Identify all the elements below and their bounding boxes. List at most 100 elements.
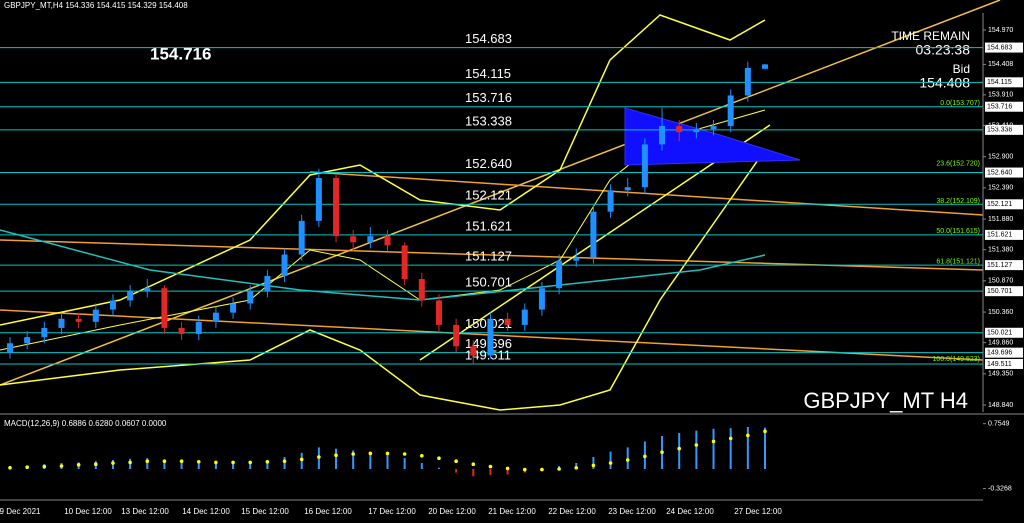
level-label: 151.621	[465, 218, 512, 233]
trend-line	[309, 171, 984, 216]
level-label: 152.121	[465, 188, 512, 203]
signal-dot	[694, 443, 699, 447]
candle-body	[195, 321, 202, 335]
signal-dot	[59, 464, 64, 468]
candle-body	[504, 318, 511, 325]
candle-body	[676, 126, 683, 133]
signal-dot	[728, 436, 733, 441]
signal-dot	[8, 466, 12, 470]
candle-body	[762, 64, 768, 69]
time-remain-label: TIME REMAIN	[891, 29, 970, 43]
level-tag-label: 152.121	[987, 201, 1012, 208]
level-label: 154.683	[465, 31, 512, 46]
level-tag	[985, 199, 1023, 210]
candle-body	[538, 288, 545, 310]
x-tick-label: 21 Dec 12:00	[488, 507, 536, 516]
level-tag	[985, 167, 1023, 178]
candle-body	[161, 288, 168, 328]
y-tick-label: 154.970	[988, 27, 1013, 34]
y-tick-label: 154.408	[988, 61, 1013, 68]
y-tick-label: 149.350	[988, 371, 1013, 378]
candle-body	[710, 126, 717, 130]
level-tag-label: 149.696	[987, 350, 1012, 357]
candle-body	[350, 236, 357, 243]
signal-dot	[25, 465, 29, 470]
level-tag	[985, 101, 1023, 112]
signal-dot	[540, 467, 544, 472]
x-tick-label: 14 Dec 12:00	[182, 507, 230, 516]
level-label: 153.716	[465, 90, 512, 105]
level-tag	[985, 42, 1023, 53]
candle-body	[315, 178, 322, 221]
candle-body	[144, 288, 151, 292]
watermark: GBPJPY_MT H4	[803, 388, 968, 413]
candle-body	[41, 327, 48, 338]
level-label: 151.127	[465, 249, 512, 264]
signal-dot	[385, 451, 390, 456]
signal-dot	[248, 460, 253, 465]
level-tag-label: 149.511	[987, 361, 1012, 368]
candle-body	[75, 318, 82, 322]
fib-label: 38.2(152.109)	[936, 198, 980, 205]
candle-body	[92, 309, 99, 322]
time-remain: 03:23:38	[916, 42, 971, 58]
signal-dot	[214, 460, 218, 465]
candle-body	[418, 279, 425, 301]
y-tick-label: 151.380	[988, 246, 1013, 253]
signal-dot	[402, 452, 407, 456]
candle-body	[470, 346, 477, 356]
signal-dot	[711, 439, 716, 444]
level-tag-label: 151.621	[987, 232, 1012, 239]
level-label: 150.701	[465, 275, 512, 290]
signal-dot	[162, 459, 167, 464]
level-tag	[985, 260, 1023, 271]
level-tag	[985, 347, 1023, 358]
level-label: 153.338	[465, 113, 512, 128]
x-tick-label: 24 Dec 12:00	[666, 507, 714, 516]
x-tick-label: 13 Dec 12:00	[121, 507, 169, 516]
x-tick-label: 22 Dec 12:00	[548, 507, 596, 516]
candle-body	[453, 324, 460, 347]
x-tick-label: 9 Dec 2021	[0, 507, 41, 516]
candle-body	[487, 318, 494, 356]
candle-body	[590, 211, 597, 258]
x-tick-label: 16 Dec 12:00	[304, 507, 352, 516]
y-tick-label: 148.840	[988, 402, 1013, 409]
level-tag	[985, 358, 1023, 369]
level-label: 154.115	[465, 66, 511, 81]
candle-body	[247, 291, 254, 304]
candle-body	[230, 303, 237, 313]
candle-body	[264, 275, 271, 292]
signal-dot	[660, 450, 664, 455]
signal-dot	[420, 454, 424, 458]
big-price: 154.716	[150, 44, 211, 63]
candle-body	[573, 257, 580, 261]
candle-body	[556, 260, 563, 289]
y-tick-label: 150.870	[988, 278, 1013, 285]
fib-label: 100.0(149.523)	[933, 356, 980, 363]
candle-body	[641, 144, 648, 188]
level-tag-label: 153.716	[987, 104, 1012, 111]
y-tick-label: 151.880	[988, 216, 1013, 223]
candle-body	[624, 187, 631, 191]
level-tag-label: 153.338	[987, 127, 1012, 134]
x-tick-label: 10 Dec 12:00	[64, 507, 112, 516]
fib-label: 0.0(153.707)	[940, 100, 980, 107]
x-tick-label: 23 Dec 12:00	[608, 507, 656, 516]
bid-label: Bid	[953, 62, 970, 76]
band-lower	[0, 149, 766, 411]
fib-label: 61.8(151.121)	[936, 258, 980, 265]
signal-dot	[231, 460, 235, 465]
level-tag-label: 150.021	[987, 330, 1012, 337]
candle-body	[659, 126, 666, 145]
x-tick-label: 15 Dec 12:00	[241, 507, 289, 516]
signal-dot	[574, 466, 579, 470]
candle-body	[367, 236, 374, 243]
signal-dot	[763, 429, 767, 434]
level-tag	[985, 327, 1023, 338]
candle-body	[212, 312, 219, 322]
signal-dot	[334, 453, 338, 458]
level-tag-label: 150.701	[987, 288, 1012, 295]
candle-body	[58, 318, 65, 328]
